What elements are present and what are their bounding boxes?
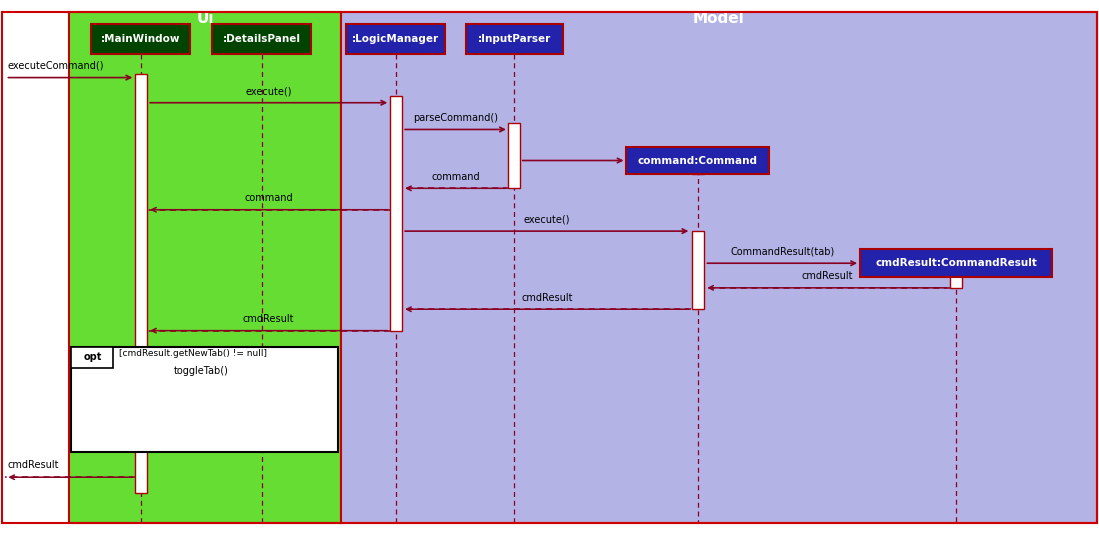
Bar: [134, 74, 147, 493]
Text: command:Command: command:Command: [637, 156, 758, 165]
Text: CommandResult(tab): CommandResult(tab): [730, 247, 834, 257]
Bar: [91, 24, 190, 54]
Text: cmdResult: cmdResult: [243, 314, 295, 324]
Bar: [692, 154, 704, 174]
Text: [cmdResult.getNewTab() != null]: [cmdResult.getNewTab() != null]: [119, 349, 267, 357]
Bar: [212, 24, 311, 54]
Bar: [859, 249, 1053, 277]
Bar: [346, 24, 445, 54]
Bar: [626, 147, 769, 174]
Bar: [69, 12, 341, 523]
Text: cmdResult: cmdResult: [521, 293, 573, 303]
Text: cmdResult: cmdResult: [8, 460, 59, 470]
Text: :InputParser: :InputParser: [478, 34, 551, 44]
Bar: [389, 96, 402, 331]
Text: command: command: [431, 172, 480, 182]
Text: parseCommand(): parseCommand(): [413, 113, 498, 123]
Text: cmdResult: cmdResult: [801, 271, 853, 281]
Text: Model: Model: [692, 11, 745, 26]
Text: :LogicManager: :LogicManager: [352, 34, 440, 44]
Text: :DetailsPanel: :DetailsPanel: [223, 34, 300, 44]
Bar: [466, 24, 563, 54]
Text: execute(): execute(): [245, 86, 292, 96]
Text: :MainWindow: :MainWindow: [101, 34, 180, 44]
Text: Ui: Ui: [197, 11, 213, 26]
Bar: [508, 123, 521, 188]
Text: opt: opt: [84, 353, 101, 362]
Bar: [71, 347, 113, 368]
Bar: [950, 263, 963, 288]
Text: command: command: [244, 193, 293, 203]
Bar: [255, 396, 268, 412]
Text: executeCommand(): executeCommand(): [8, 60, 104, 71]
Bar: [341, 12, 1097, 523]
Text: cmdResult:CommandResult: cmdResult:CommandResult: [875, 258, 1037, 268]
Text: toggleTab(): toggleTab(): [175, 366, 229, 376]
Text: execute(): execute(): [523, 215, 570, 225]
Bar: [71, 347, 338, 452]
Bar: [692, 231, 704, 309]
